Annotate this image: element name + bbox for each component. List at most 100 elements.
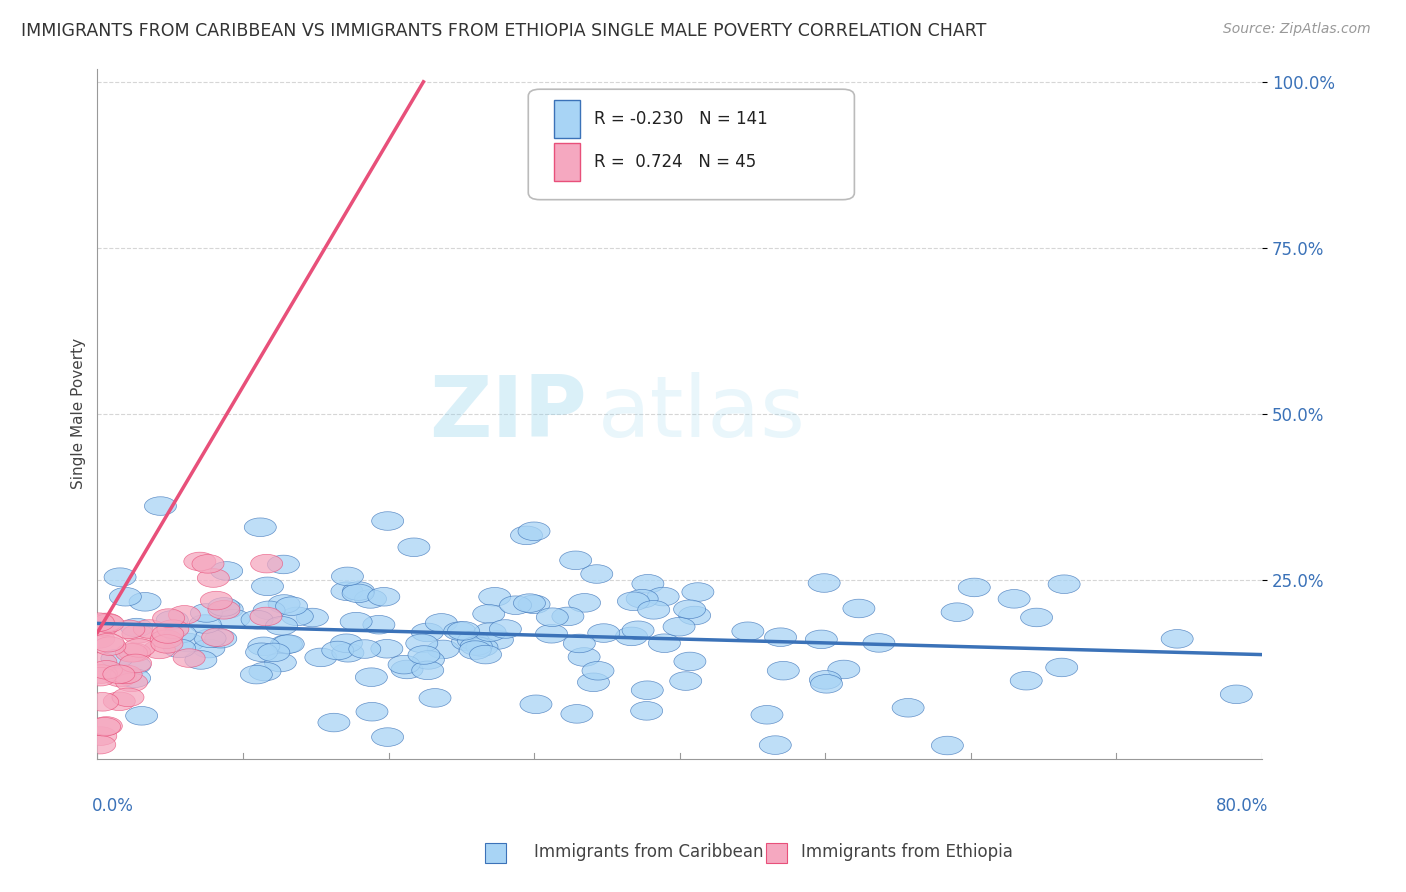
Ellipse shape bbox=[1047, 575, 1080, 593]
Ellipse shape bbox=[152, 624, 184, 643]
Ellipse shape bbox=[103, 665, 135, 683]
Ellipse shape bbox=[184, 650, 217, 669]
Ellipse shape bbox=[931, 736, 963, 755]
Text: 0.0%: 0.0% bbox=[91, 797, 134, 814]
Ellipse shape bbox=[90, 661, 122, 679]
Ellipse shape bbox=[863, 633, 894, 652]
Ellipse shape bbox=[631, 574, 664, 593]
Ellipse shape bbox=[489, 620, 522, 639]
Ellipse shape bbox=[1220, 685, 1253, 704]
Ellipse shape bbox=[193, 555, 224, 574]
Ellipse shape bbox=[145, 497, 177, 516]
Ellipse shape bbox=[104, 668, 136, 687]
Ellipse shape bbox=[451, 632, 484, 651]
Ellipse shape bbox=[356, 702, 388, 721]
Ellipse shape bbox=[120, 656, 150, 674]
Ellipse shape bbox=[104, 568, 136, 586]
Ellipse shape bbox=[520, 695, 553, 714]
Ellipse shape bbox=[626, 590, 658, 608]
Ellipse shape bbox=[648, 634, 681, 652]
Ellipse shape bbox=[245, 518, 277, 536]
Ellipse shape bbox=[513, 594, 546, 613]
Ellipse shape bbox=[460, 640, 491, 659]
Ellipse shape bbox=[86, 617, 118, 636]
Ellipse shape bbox=[115, 643, 148, 662]
Ellipse shape bbox=[426, 614, 457, 632]
Ellipse shape bbox=[998, 590, 1031, 608]
Text: IMMIGRANTS FROM CARIBBEAN VS IMMIGRANTS FROM ETHIOPIA SINGLE MALE POVERTY CORREL: IMMIGRANTS FROM CARIBBEAN VS IMMIGRANTS … bbox=[21, 22, 987, 40]
FancyBboxPatch shape bbox=[554, 144, 579, 181]
Ellipse shape bbox=[398, 538, 430, 557]
FancyBboxPatch shape bbox=[529, 89, 855, 200]
Ellipse shape bbox=[621, 621, 654, 640]
Ellipse shape bbox=[172, 633, 204, 652]
Ellipse shape bbox=[281, 607, 314, 625]
Ellipse shape bbox=[110, 588, 142, 606]
Ellipse shape bbox=[669, 672, 702, 690]
Ellipse shape bbox=[568, 648, 600, 666]
Ellipse shape bbox=[893, 698, 924, 717]
Ellipse shape bbox=[388, 656, 420, 674]
Ellipse shape bbox=[412, 661, 444, 680]
Ellipse shape bbox=[673, 652, 706, 671]
Ellipse shape bbox=[638, 600, 669, 619]
Ellipse shape bbox=[371, 728, 404, 747]
Text: Immigrants from Ethiopia: Immigrants from Ethiopia bbox=[801, 843, 1014, 861]
Ellipse shape bbox=[368, 588, 399, 606]
Ellipse shape bbox=[83, 630, 115, 648]
Text: Source: ZipAtlas.com: Source: ZipAtlas.com bbox=[1223, 22, 1371, 37]
Text: R =  0.724   N = 45: R = 0.724 N = 45 bbox=[593, 153, 756, 171]
Ellipse shape bbox=[84, 653, 117, 671]
Ellipse shape bbox=[342, 584, 374, 603]
Ellipse shape bbox=[427, 640, 460, 658]
Ellipse shape bbox=[354, 590, 387, 608]
FancyBboxPatch shape bbox=[554, 100, 579, 137]
Ellipse shape bbox=[751, 706, 783, 724]
Ellipse shape bbox=[121, 618, 153, 637]
Ellipse shape bbox=[363, 615, 395, 634]
Ellipse shape bbox=[349, 640, 381, 658]
Ellipse shape bbox=[84, 735, 115, 754]
Text: ZIP: ZIP bbox=[429, 372, 586, 455]
Ellipse shape bbox=[412, 650, 444, 669]
Ellipse shape bbox=[941, 603, 973, 622]
Ellipse shape bbox=[124, 639, 155, 657]
Ellipse shape bbox=[122, 624, 153, 643]
Text: atlas: atlas bbox=[598, 372, 806, 455]
Ellipse shape bbox=[84, 667, 117, 686]
Ellipse shape bbox=[112, 688, 143, 706]
Ellipse shape bbox=[406, 634, 437, 653]
Ellipse shape bbox=[118, 669, 150, 688]
Ellipse shape bbox=[408, 646, 440, 665]
Ellipse shape bbox=[211, 600, 243, 618]
Ellipse shape bbox=[588, 624, 620, 642]
Ellipse shape bbox=[250, 554, 283, 573]
Ellipse shape bbox=[810, 674, 842, 693]
Ellipse shape bbox=[332, 567, 364, 586]
Ellipse shape bbox=[564, 634, 595, 653]
Ellipse shape bbox=[322, 641, 354, 660]
Ellipse shape bbox=[163, 639, 195, 657]
Ellipse shape bbox=[150, 634, 183, 653]
Ellipse shape bbox=[247, 637, 280, 656]
Ellipse shape bbox=[759, 736, 792, 755]
Ellipse shape bbox=[340, 612, 373, 631]
Ellipse shape bbox=[305, 648, 337, 666]
Ellipse shape bbox=[733, 622, 763, 640]
Ellipse shape bbox=[110, 665, 142, 683]
Ellipse shape bbox=[578, 673, 609, 691]
Ellipse shape bbox=[173, 648, 205, 667]
Ellipse shape bbox=[447, 622, 479, 640]
Ellipse shape bbox=[806, 630, 838, 648]
Ellipse shape bbox=[517, 522, 550, 541]
Ellipse shape bbox=[240, 610, 273, 629]
Ellipse shape bbox=[86, 665, 118, 683]
Ellipse shape bbox=[828, 660, 860, 679]
Ellipse shape bbox=[412, 624, 443, 641]
Text: 80.0%: 80.0% bbox=[1215, 797, 1268, 814]
Ellipse shape bbox=[1010, 672, 1042, 690]
Ellipse shape bbox=[1021, 608, 1053, 627]
Ellipse shape bbox=[115, 673, 148, 691]
Ellipse shape bbox=[1046, 658, 1078, 677]
Ellipse shape bbox=[153, 608, 184, 627]
